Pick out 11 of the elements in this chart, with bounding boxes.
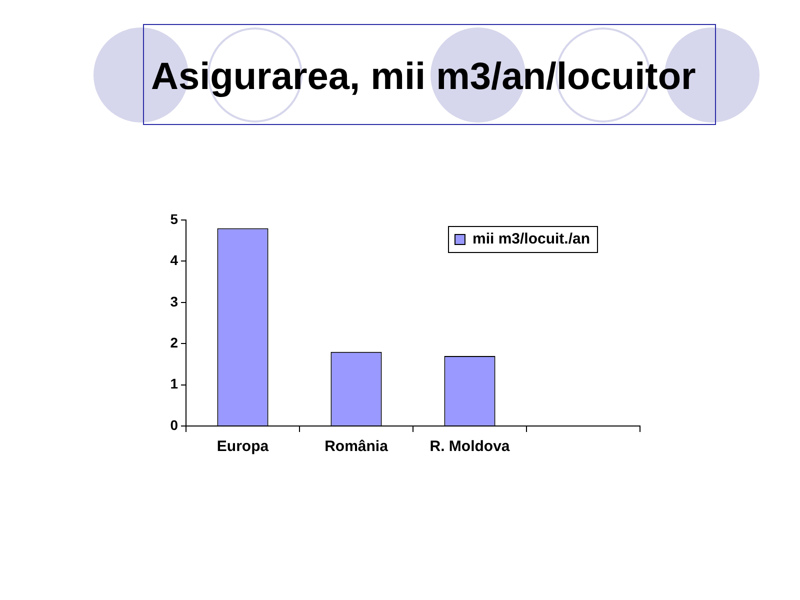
y-tick-label: 3 bbox=[170, 293, 178, 310]
y-tick-label: 2 bbox=[170, 334, 178, 350]
y-tick-label: 4 bbox=[170, 252, 178, 268]
y-tick-label: 1 bbox=[170, 376, 178, 392]
x-tick-label: R. Moldova bbox=[430, 438, 510, 456]
chart-title: Asigurarea, mii m3/an/locuitor bbox=[151, 56, 696, 98]
y-tick-label: 0 bbox=[170, 416, 178, 433]
legend-label: mii m3/locuit./an bbox=[472, 230, 590, 248]
y-tick-label: 5 bbox=[170, 210, 178, 227]
x-tick-label: România bbox=[324, 438, 389, 456]
x-tick-label: Europa bbox=[216, 438, 270, 456]
